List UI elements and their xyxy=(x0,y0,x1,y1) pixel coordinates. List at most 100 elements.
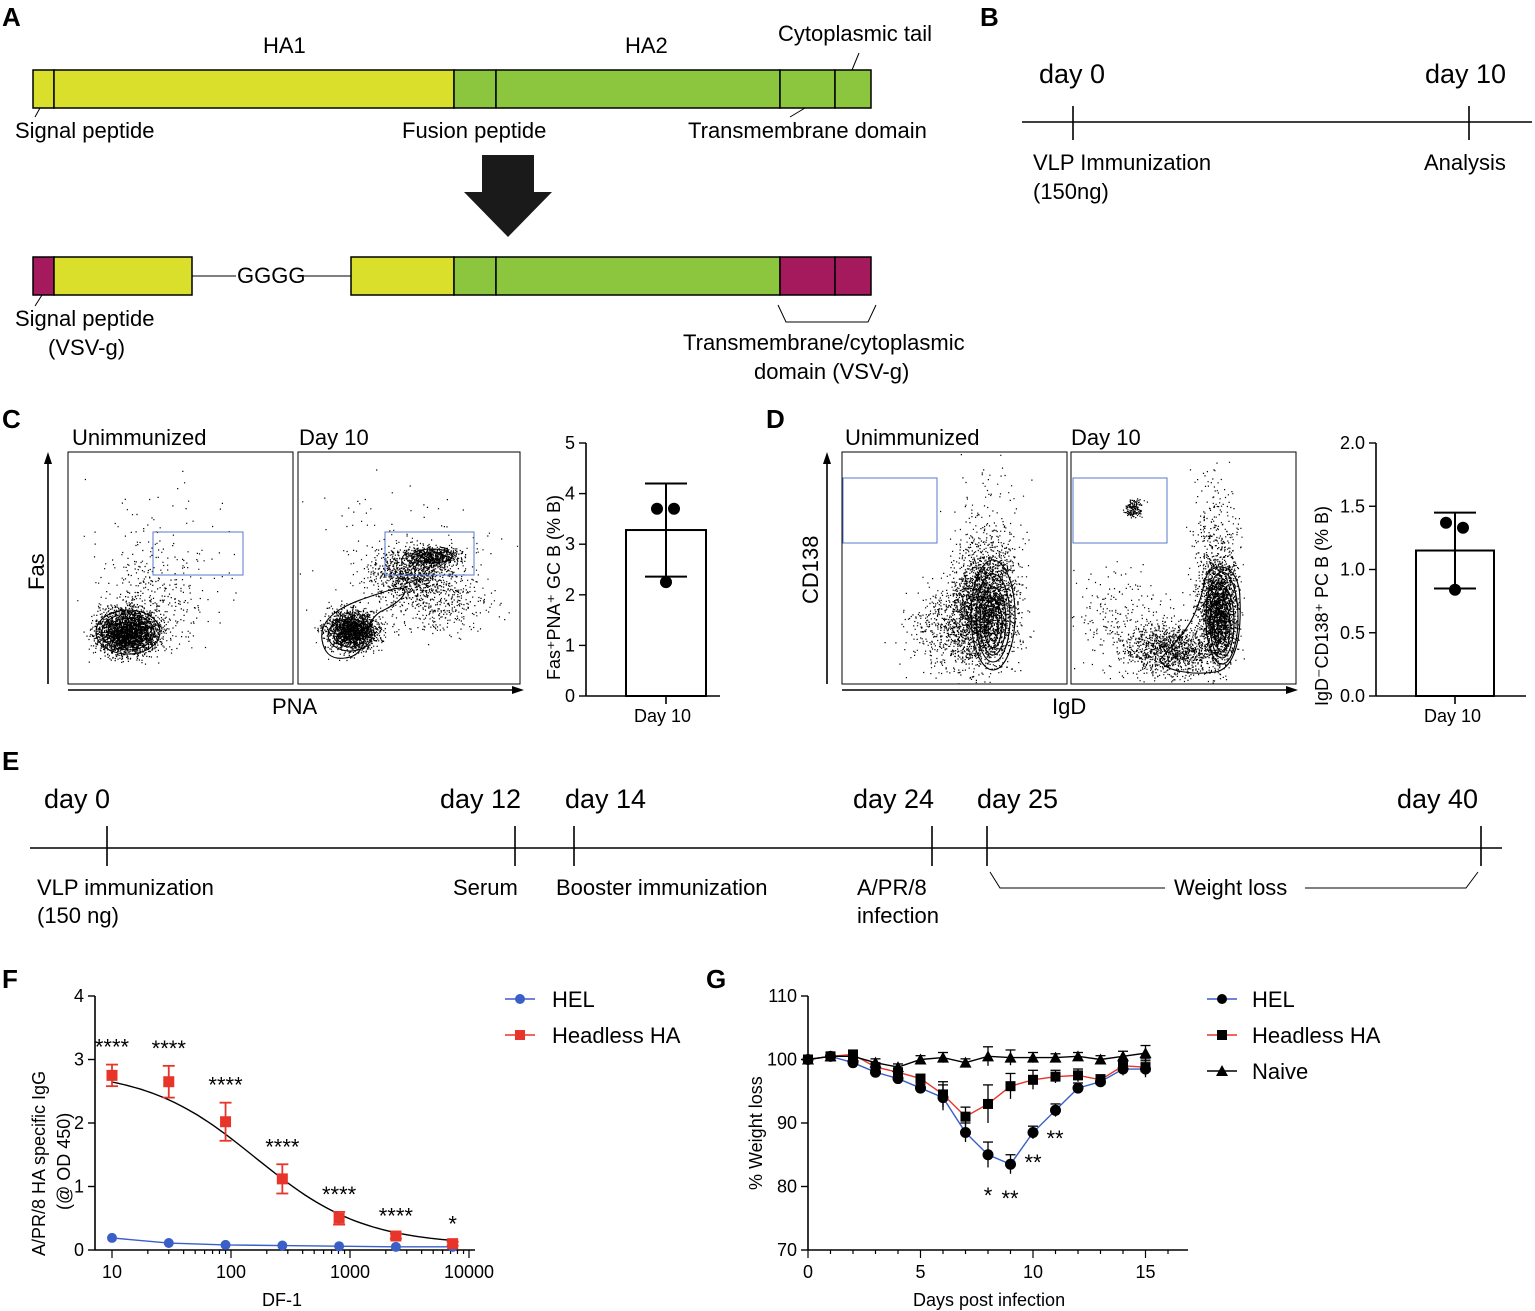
f-significance: **** xyxy=(95,1035,130,1060)
d-bar-category: Day 10 xyxy=(1424,706,1481,726)
timeline-b xyxy=(1022,106,1532,140)
e-day25: day 25 xyxy=(977,784,1058,814)
c-point xyxy=(660,576,672,589)
g-xtick-label: 0 xyxy=(803,1262,813,1282)
g-point-hel xyxy=(1005,1158,1016,1170)
c-point xyxy=(651,502,663,515)
g-point-headless xyxy=(1073,1070,1083,1081)
f-point-hel xyxy=(107,1232,117,1243)
flow-dots xyxy=(1122,498,1148,519)
c-flow-dots-unimmunized xyxy=(77,470,237,665)
g-point-naive xyxy=(1139,1047,1152,1059)
g-point-headless xyxy=(915,1073,926,1084)
f-legend-headless: Headless HA xyxy=(552,1023,681,1048)
flow-dots xyxy=(1190,536,1245,684)
c-contours-day10 xyxy=(321,548,453,659)
ha1-label: HA1 xyxy=(263,33,306,58)
g-point-naive xyxy=(1027,1051,1039,1063)
signal-peptide-segment xyxy=(32,69,55,109)
g-point-hel xyxy=(1072,1082,1084,1094)
g-point-hel xyxy=(960,1127,971,1139)
e-day12: day 12 xyxy=(440,784,521,814)
g-point-headless xyxy=(960,1111,971,1122)
f-significance: **** xyxy=(379,1203,414,1228)
f-significance: **** xyxy=(208,1073,243,1098)
b-day0: day 0 xyxy=(1039,59,1105,89)
linker-label: GGGG xyxy=(237,263,305,288)
f-significance: **** xyxy=(322,1182,357,1207)
f-point-hel xyxy=(163,1238,174,1249)
cytoplasmic-tail-segment xyxy=(834,69,872,109)
g-point-headless xyxy=(1095,1074,1106,1085)
g-point-headless xyxy=(938,1089,948,1100)
d-flow-plot-day10 xyxy=(1070,451,1297,685)
g-significance: ** xyxy=(1024,1150,1042,1175)
g-point-headless xyxy=(983,1098,993,1109)
b-vlp-label: VLP Immunization xyxy=(1033,150,1211,175)
f-point-headless xyxy=(163,1076,175,1088)
d-gate-unimmunized xyxy=(842,477,938,544)
ha1-c-terminal-segment xyxy=(350,256,455,296)
g-point-naive xyxy=(1004,1051,1017,1063)
g-point-hel xyxy=(915,1082,926,1094)
g-point-headless xyxy=(1118,1060,1128,1071)
b-analysis-label: Analysis xyxy=(1424,150,1506,175)
g-line-naive xyxy=(807,1052,1146,1068)
c-bar-chart: 0 1 2 3 4 5 xyxy=(565,433,720,706)
panel-label-b: B xyxy=(980,2,999,32)
tm-cyto-label: Transmembrane/cytoplasmic xyxy=(683,330,965,355)
e-day0: day 0 xyxy=(44,784,110,814)
f-xtick-label: 1000 xyxy=(330,1262,370,1282)
e-day14: day 14 xyxy=(565,784,646,814)
d-flow-dots-day10 xyxy=(1071,461,1245,684)
d-ytick-label: 1.0 xyxy=(1340,560,1365,580)
f-point-hel xyxy=(220,1239,231,1250)
down-arrow-icon xyxy=(464,155,552,237)
g-point-naive xyxy=(1117,1050,1129,1062)
d-contours-unimmunized xyxy=(970,559,1016,671)
fusion-peptide-label: Fusion peptide xyxy=(402,118,546,143)
g-point-naive xyxy=(959,1056,972,1068)
g-legend-hel-marker xyxy=(1217,994,1227,1004)
e-apr8-label: A/PR/8 xyxy=(857,875,927,900)
ha2-label: HA2 xyxy=(625,33,668,58)
f-significance: **** xyxy=(265,1134,300,1159)
flow-dots xyxy=(388,540,474,571)
c-flow-plot-day10 xyxy=(297,451,521,685)
f-point-hel xyxy=(277,1240,288,1251)
timeline-e xyxy=(30,826,1502,889)
g-point-naive xyxy=(1049,1051,1062,1063)
f-ytick-label: 1 xyxy=(74,1177,84,1197)
g-legend-naive-marker xyxy=(1216,1065,1228,1076)
d-day10-title: Day 10 xyxy=(1071,425,1141,450)
f-point-headless xyxy=(276,1173,288,1185)
g-ytick-label: 110 xyxy=(768,986,797,1006)
f-legend-headless-marker xyxy=(515,1030,525,1040)
e-day40: day 40 xyxy=(1397,784,1478,814)
c-day10-title: Day 10 xyxy=(299,425,369,450)
e-booster-label: Booster immunization xyxy=(556,875,768,900)
d-gate-day10 xyxy=(1072,477,1168,544)
c-contours-unimmunized xyxy=(95,609,161,655)
e-infection-label: infection xyxy=(857,903,939,928)
fusion-peptide-segment xyxy=(453,69,497,109)
g-legend-hel: HEL xyxy=(1252,987,1295,1012)
ha1-segment xyxy=(53,69,455,109)
f-significance: * xyxy=(448,1212,457,1237)
e-vlp-dose: (150 ng) xyxy=(37,903,119,928)
g-xtick-label: 15 xyxy=(1135,1262,1155,1282)
d-ytick-label: 1.5 xyxy=(1340,496,1365,516)
f-significance: **** xyxy=(152,1036,187,1061)
f-legend-hel-marker xyxy=(515,994,525,1004)
f-ylabel-1: A/PR/8 HA specific IgG xyxy=(29,1071,49,1256)
f-ytick-label: 2 xyxy=(74,1113,84,1133)
g-point-naive xyxy=(802,1053,814,1065)
f-xtick-label: 10000 xyxy=(444,1262,494,1282)
g-ytick-label: 80 xyxy=(777,1177,797,1197)
f-xtick-label: 100 xyxy=(216,1262,246,1282)
flow-dots xyxy=(352,540,468,609)
f-point-hel xyxy=(334,1241,345,1252)
panel-label-d: D xyxy=(766,404,785,434)
